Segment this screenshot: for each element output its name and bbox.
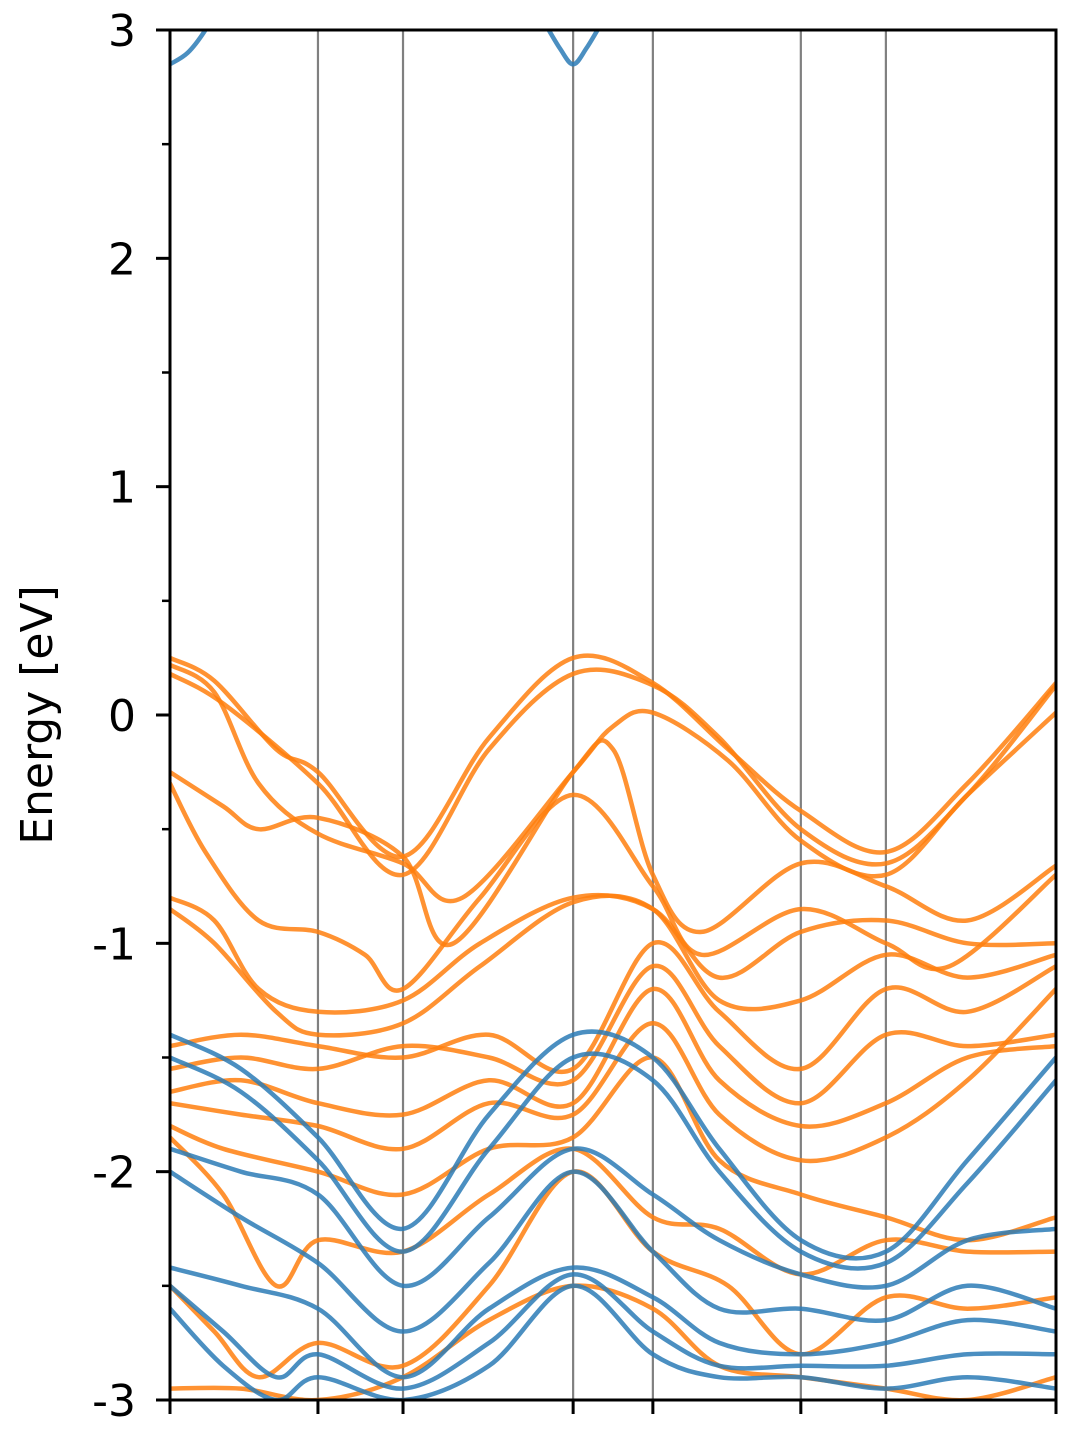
band-lines [170,30,1056,1400]
band-blue-23 [170,1272,1056,1391]
y-tick-label: 3 [108,6,136,57]
band-orange-4 [170,667,1056,878]
band-blue-22 [170,1265,1056,1380]
y-tick-label: 2 [108,234,136,285]
band-orange-8 [170,892,1056,1015]
band-blue-19 [170,1051,1056,1271]
y-tick-label: -2 [92,1148,136,1199]
band-orange-10 [170,940,1056,1074]
band-orange-13 [170,986,1056,1164]
band-blue-20 [170,1146,1056,1290]
band-blue-2 [546,30,601,67]
band-blue-1 [170,30,209,67]
y-axis: 3 2 1 0 -1 -2 -3 [92,6,170,1427]
band-orange-6 [170,738,1056,948]
x-axis [168,1400,1058,1414]
y-tick-label: 0 [108,691,136,742]
y-tick-label: -3 [92,1376,136,1427]
y-tick-label: 1 [108,463,136,514]
band-orange-11 [170,963,1056,1106]
band-blue-21 [170,1169,1056,1334]
band-orange-14 [170,1055,1056,1243]
band-orange-7 [170,781,1056,993]
y-tick-label: -1 [92,919,136,970]
band-blue-18 [170,1029,1056,1261]
y-axis-title: Energy [eV] [12,585,63,845]
band-orange-12 [170,986,1056,1129]
band-orange-9 [170,893,1056,1038]
